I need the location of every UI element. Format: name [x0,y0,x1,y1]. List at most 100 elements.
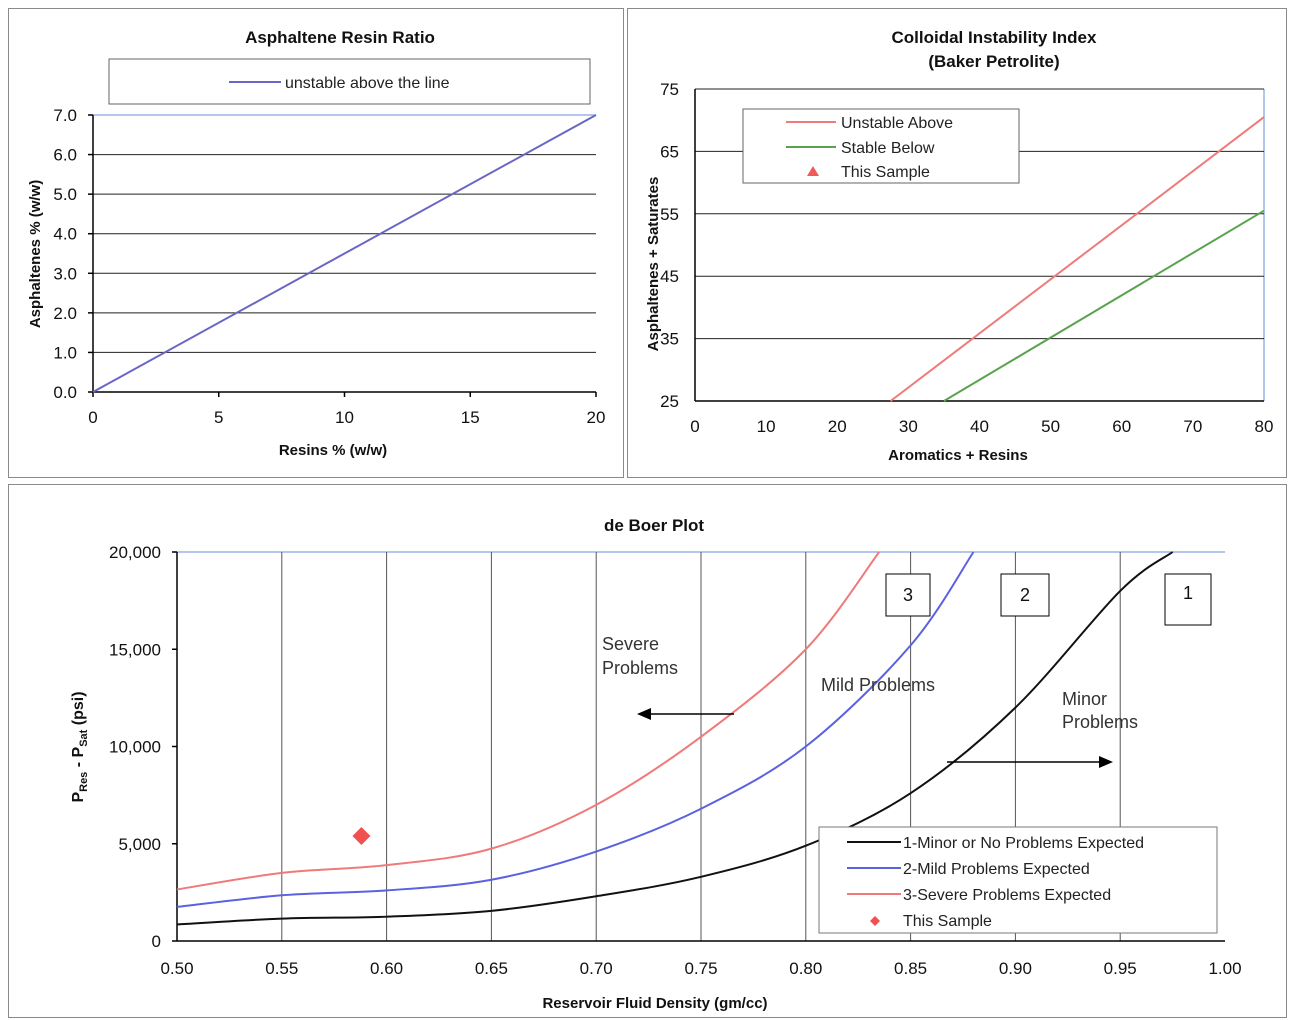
series-line-minor [176,551,1174,926]
legend-label-unstable-above: Unstable Above [841,115,953,132]
x-tick-label: 0.50 [160,959,193,978]
series [176,551,1174,926]
x-tick-label: 10 [335,408,354,427]
y-tick-label: 3.0 [53,264,77,283]
x-tick-label: 0 [690,417,699,436]
chart-title: Colloidal Instability Index [892,28,1098,47]
y-tick-label: 35 [660,330,679,349]
annotation-minor-problems: Problems [1062,712,1138,732]
asphaltene-resin-ratio-chart: Asphaltene Resin Ratio unstable above th… [8,8,624,478]
x-tick-label: 0.90 [999,959,1032,978]
legend-label-this-sample: This Sample [903,913,992,930]
y-axis-title: Asphaltenes + Saturates [645,177,662,352]
x-axis-title: Reservoir Fluid Density (gm/cc) [542,995,767,1012]
annotation-severe: Severe [602,634,659,654]
x-tick-label: 1.00 [1208,959,1241,978]
legend-label-this-sample: This Sample [841,164,930,181]
y-tick-label: 7.0 [53,106,77,125]
zone-box-1-label: 1 [1183,583,1193,603]
gridlines [88,114,597,397]
x-tick-label: 30 [899,417,918,436]
x-tick-label: 70 [1183,417,1202,436]
legend-box [818,826,1218,934]
y-tick-label: 5.0 [53,185,77,204]
series-point-this-sample [352,826,371,845]
series [92,114,597,393]
x-tick-label: 50 [1041,417,1060,436]
x-tick-label: 20 [587,408,606,427]
x-tick-label: 15 [461,408,480,427]
series-line-unstable-above [92,114,597,393]
zone-box-2-label: 2 [1020,585,1030,605]
de-boer-plot-chart: de Boer Plot 0.50 0.55 0.60 0.65 0.70 0.75 0.8… [8,484,1287,1018]
series-line-unstable-above [889,116,1265,402]
colloidal-instability-index-svg: Colloidal Instability Index (Baker Petro… [645,28,1273,464]
y-tick-label: 65 [660,142,679,161]
zone-box-2 [1000,573,1050,617]
x-tick-label: 0.70 [580,959,613,978]
zone-box-1 [1164,573,1212,626]
y-tick-label: 6.0 [53,146,77,165]
x-tick-label: 5 [214,408,223,427]
tick-labels: 0.50 0.55 0.60 0.65 0.70 0.75 0.80 0.85 0.90 0.95… [109,543,1242,978]
x-tick-label: 0.60 [370,959,403,978]
annotation-mild-problems: Mild Problems [821,675,935,695]
y-axis-title: PRes - PSat (psi) [70,691,90,802]
legend-marker-this-sample [870,916,880,926]
series-line-mild [176,551,975,908]
legend-label-unstable: unstable above the line [285,75,450,92]
tick-labels: 0.0 1.0 2.0 3.0 4.0 5.0 6.0 7.0 0 5 10 15 20 [53,106,605,427]
x-tick-label: 0.85 [894,959,927,978]
x-tick-label: 20 [828,417,847,436]
x-tick-label: 0.55 [265,959,298,978]
x-tick-label: 80 [1255,417,1274,436]
legend-label-mild: 2-Mild Problems Expected [903,861,1090,878]
x-tick-label: 10 [757,417,776,436]
legend-label-severe: 3-Severe Problems Expected [903,887,1111,904]
y-tick-label: 45 [660,267,679,286]
x-tick-label: 0.95 [1104,959,1137,978]
y-tick-label: 10,000 [109,738,161,757]
x-tick-label: 40 [970,417,989,436]
chart-title: de Boer Plot [604,516,704,535]
arrow-left-head [637,708,651,720]
legend-label-stable-below: Stable Below [841,140,935,157]
legend-marker-this-sample [807,166,819,176]
arrow-right-head [1099,756,1113,768]
y-tick-label: 4.0 [53,225,77,244]
asphaltene-resin-ratio-svg: Asphaltene Resin Ratio unstable above th… [27,28,605,459]
series [889,116,1265,402]
legend-box [108,58,591,105]
y-tick-label: 20,000 [109,543,161,562]
gridlines [172,551,1225,942]
chart-subtitle: (Baker Petrolite) [928,52,1059,71]
series-line-severe [176,551,880,891]
annotation-severe-problems: Problems [602,658,678,678]
y-tick-label: 55 [660,205,679,224]
chart-title: Asphaltene Resin Ratio [245,28,435,47]
series-line-stable-below [943,209,1265,402]
tick-labels: 25 35 45 55 65 75 0 10 20 30 40 50 60 70 80 [660,80,1273,436]
x-tick-label: 60 [1112,417,1131,436]
x-axis-title: Aromatics + Resins [888,447,1028,464]
zone-box-3-label: 3 [903,585,913,605]
y-tick-label: 25 [660,392,679,411]
x-tick-label: 0.80 [789,959,822,978]
x-tick-label: 0.75 [684,959,717,978]
x-tick-label: 0.65 [475,959,508,978]
y-tick-label: 5,000 [118,835,161,854]
y-tick-label: 15,000 [109,640,161,659]
zone-box-3 [885,573,931,617]
y-tick-label: 1.0 [53,343,77,362]
colloidal-instability-index-chart: Colloidal Instability Index (Baker Petro… [627,8,1287,478]
y-tick-label: 0.0 [53,383,77,402]
y-axis-title: Asphaltenes % (w/w) [27,180,44,328]
x-tick-label: 0 [88,408,97,427]
annotation-minor: Minor [1062,689,1107,709]
x-axis-title: Resins % (w/w) [279,442,387,459]
y-tick-label: 75 [660,80,679,99]
de-boer-plot-svg: de Boer Plot 0.50 0.55 0.60 0.65 0.70 0.75 0.8… [70,516,1242,1012]
y-tick-label: 0 [152,932,161,951]
legend-label-minor: 1-Minor or No Problems Expected [903,835,1144,852]
y-tick-label: 2.0 [53,304,77,323]
